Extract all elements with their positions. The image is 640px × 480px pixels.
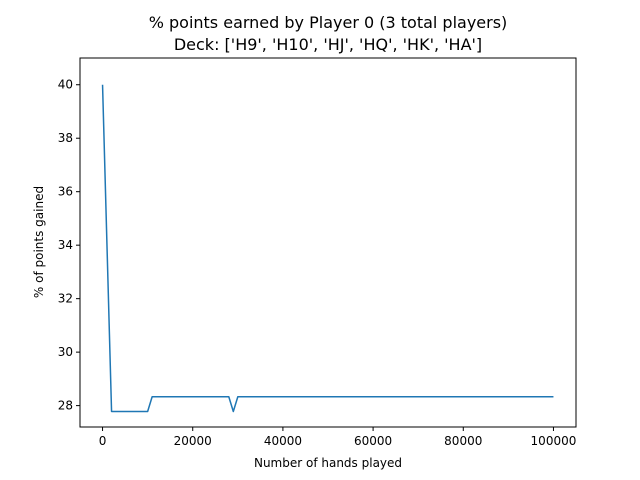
y-tick-label: 34 [58,238,73,252]
plot-frame [79,57,577,428]
x-axis-label: Number of hands played [254,456,402,470]
x-tick-label: 0 [99,434,107,448]
series-line [101,84,554,413]
y-tick-label: 40 [58,78,73,92]
y-axis-ticks: 28 30 32 34 36 38 40 [58,78,80,413]
y-tick-label: 38 [58,131,73,145]
y-tick-label: 36 [58,185,73,199]
x-tick-label: 80000 [444,434,482,448]
x-tick-label: 100000 [531,434,577,448]
chart-title-line2: Deck: ['H9', 'H10', 'HJ', 'HQ', 'HK', 'H… [174,35,482,54]
y-tick-label: 32 [58,292,73,306]
x-axis-ticks: 0 20000 40000 60000 80000 100000 [99,427,577,448]
y-tick-label: 30 [58,345,73,359]
y-axis-label: % of points gained [32,186,46,298]
x-tick-label: 20000 [174,434,212,448]
x-tick-label: 60000 [354,434,392,448]
chart-title-line1: % points earned by Player 0 (3 total pla… [149,13,508,32]
x-tick-label: 40000 [264,434,302,448]
y-tick-label: 28 [58,399,73,413]
